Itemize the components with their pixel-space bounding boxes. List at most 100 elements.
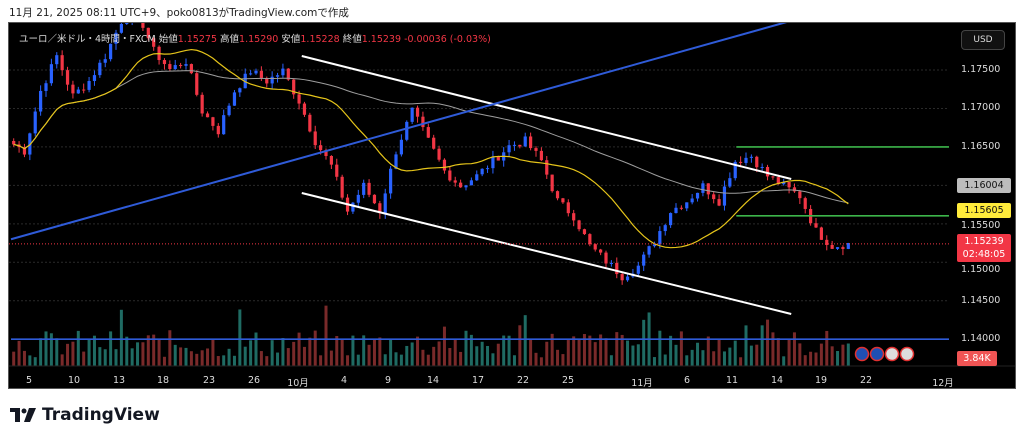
candle-body: [588, 234, 592, 245]
candle-body: [835, 247, 840, 249]
candle-body: [109, 43, 113, 60]
candle-body: [211, 117, 215, 126]
volume-bar: [152, 334, 156, 366]
volume-bar: [109, 331, 113, 366]
volume-bar: [480, 341, 484, 366]
candle-body: [782, 182, 786, 185]
price-tick-label: 1.14000: [961, 333, 1001, 345]
candle-body: [114, 32, 118, 44]
candle-body: [367, 182, 371, 195]
volume-bar: [760, 325, 764, 366]
candle-body: [712, 194, 716, 200]
candle-body: [765, 166, 770, 177]
symbol-name[interactable]: ユーロ／米ドル・4時間・FXCM: [19, 34, 156, 45]
volume-bar: [830, 346, 834, 366]
volume-bar: [39, 338, 43, 366]
time-tick-label: 14: [770, 375, 784, 386]
volume-bar: [28, 355, 32, 366]
candle-body: [152, 38, 156, 47]
channel-upper-trendline: [301, 55, 792, 180]
candle-body: [335, 164, 339, 177]
volume-bar: [496, 343, 500, 366]
volume-bar: [297, 332, 301, 366]
volume-bar: [356, 354, 360, 366]
chart-panel[interactable]: ユーロ／米ドル・4時間・FXCM 始値1.15275 高値1.15290 安値1…: [8, 22, 1016, 389]
candle-body: [60, 55, 64, 71]
candle-body: [92, 75, 97, 82]
candle-body: [33, 111, 37, 134]
volume-bar: [87, 339, 91, 366]
candle-body: [329, 155, 333, 165]
candle-body: [819, 227, 823, 240]
close-label: 終値: [342, 34, 362, 45]
volume-bar: [432, 346, 436, 366]
candle-body: [685, 202, 689, 209]
volume-bar: [663, 354, 667, 366]
candle-body: [577, 220, 581, 230]
volume-bar: [739, 357, 743, 366]
volume-bar: [507, 335, 511, 366]
volume-bar: [319, 355, 323, 366]
candle-body: [22, 147, 27, 155]
volume-bar: [626, 340, 630, 366]
volume-bar: [405, 345, 409, 366]
candle-body: [173, 65, 177, 69]
candle-body: [275, 75, 280, 77]
time-tick-label: 4: [340, 375, 348, 386]
volume-bar: [55, 338, 59, 366]
time-tick-label: 19: [814, 375, 828, 386]
volume-bar: [674, 344, 678, 366]
candle-body: [722, 186, 727, 206]
bar-countdown: 02:48:05: [962, 249, 1006, 260]
volume-bar: [184, 347, 188, 366]
price-chart[interactable]: [9, 23, 1016, 389]
price-tick-label: 1.17500: [961, 64, 1001, 75]
candle-body: [12, 141, 16, 145]
high-label: 高値: [220, 34, 240, 45]
volume-bar: [841, 344, 845, 366]
candle-body: [378, 203, 382, 214]
price-tick-label: 1.16500: [961, 140, 1001, 152]
volume-bar: [766, 319, 770, 366]
volume-bar: [491, 353, 495, 366]
tradingview-logo[interactable]: TradingView: [10, 405, 160, 425]
candle-body: [529, 136, 533, 149]
time-tick-label: 11: [725, 375, 739, 386]
candle-body: [787, 182, 791, 188]
candle-body: [760, 166, 764, 168]
eu-flag-icon: [854, 346, 870, 362]
candle-body: [426, 127, 430, 138]
tradingview-logo-icon: [10, 408, 36, 422]
volume-bar: [276, 352, 280, 366]
volume-bar: [265, 356, 269, 366]
volume-bar: [696, 342, 700, 366]
candle-body: [205, 113, 210, 118]
us-flag-icon: [884, 346, 900, 362]
time-tick-label: 23: [202, 375, 216, 386]
candle-body: [259, 70, 263, 78]
time-tick-label: 14: [426, 375, 440, 386]
candle-body: [286, 68, 290, 80]
volume-bar: [604, 338, 608, 366]
candle-body: [82, 89, 86, 91]
volume-bar: [486, 345, 490, 366]
volume-bar: [367, 344, 371, 366]
volume-bar: [669, 335, 673, 366]
candle-body: [555, 191, 560, 199]
volume-bar: [582, 334, 586, 366]
candle-body: [739, 161, 743, 163]
candle-body: [491, 156, 495, 169]
volume-bar: [717, 339, 721, 366]
volume-bar: [114, 349, 118, 366]
volume-bar: [534, 352, 538, 366]
currency-button[interactable]: USD: [961, 30, 1005, 50]
volume-bar: [98, 347, 102, 366]
candle-body: [442, 159, 447, 171]
volume-bar: [475, 346, 479, 366]
volume-bar: [12, 351, 16, 366]
volume-bar: [577, 338, 581, 366]
volume-bar: [615, 332, 619, 366]
volume-bar: [378, 337, 382, 366]
volume-bar: [399, 354, 403, 366]
candle-body: [179, 65, 183, 67]
